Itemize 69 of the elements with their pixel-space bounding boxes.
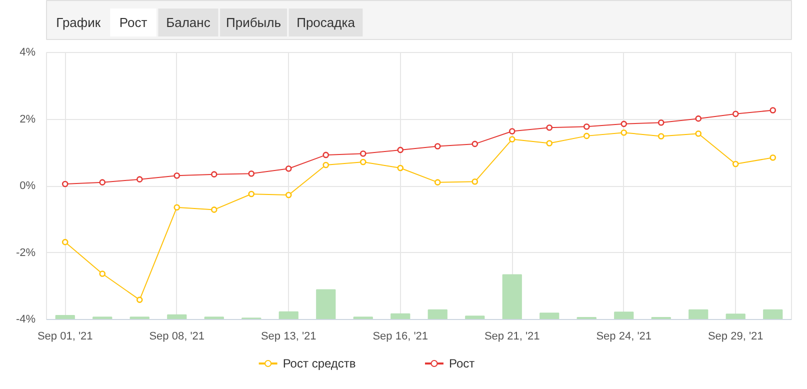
bar bbox=[540, 312, 560, 320]
point bbox=[248, 170, 255, 177]
x-tick-label: Sep 13, '21 bbox=[260, 330, 316, 342]
point bbox=[210, 171, 218, 178]
point bbox=[658, 133, 664, 140]
point bbox=[732, 160, 739, 168]
point bbox=[732, 110, 739, 118]
text: Просадка bbox=[296, 15, 356, 30]
point bbox=[695, 115, 702, 122]
legend-label: Рост средств bbox=[282, 356, 356, 370]
bar bbox=[465, 316, 485, 320]
point bbox=[62, 180, 68, 188]
point bbox=[546, 124, 553, 131]
point bbox=[322, 162, 330, 168]
point bbox=[770, 107, 776, 114]
point bbox=[770, 154, 776, 161]
y-tick-label: -4% bbox=[16, 314, 36, 326]
point bbox=[546, 140, 553, 146]
point bbox=[658, 119, 664, 126]
point bbox=[472, 140, 478, 148]
point bbox=[397, 164, 404, 172]
x-tick-label: Sep 01, '21 bbox=[37, 330, 93, 342]
bar bbox=[502, 274, 522, 320]
point bbox=[620, 120, 628, 128]
point bbox=[62, 238, 68, 246]
bar bbox=[763, 309, 783, 320]
bar bbox=[316, 289, 336, 320]
point bbox=[210, 206, 218, 213]
point bbox=[360, 150, 366, 157]
text: Прибыль bbox=[226, 15, 282, 30]
bar bbox=[688, 309, 708, 320]
bar bbox=[726, 314, 746, 320]
point bbox=[136, 176, 143, 182]
x-tick-label: Sep 16, '21 bbox=[372, 330, 428, 342]
point bbox=[322, 152, 330, 158]
point bbox=[583, 123, 590, 130]
point bbox=[695, 130, 702, 137]
x-tick-label: Sep 29, '21 bbox=[708, 330, 764, 342]
bar bbox=[428, 309, 448, 320]
point bbox=[285, 192, 292, 198]
x-tick-label: Sep 21, '21 bbox=[484, 330, 540, 342]
point bbox=[174, 172, 180, 179]
point bbox=[360, 158, 366, 166]
point bbox=[99, 270, 106, 277]
y-tick-label: 2% bbox=[20, 113, 36, 126]
point bbox=[620, 129, 628, 136]
point bbox=[434, 143, 441, 150]
point bbox=[583, 132, 590, 140]
point bbox=[397, 146, 404, 154]
point bbox=[434, 179, 441, 186]
y-tick-label: 0% bbox=[20, 180, 36, 192]
y-tick-label: -2% bbox=[16, 246, 36, 259]
text: График bbox=[56, 15, 101, 30]
x-tick-label: Sep 08, '21 bbox=[149, 330, 205, 342]
text: Рост bbox=[119, 15, 148, 30]
bar bbox=[278, 311, 298, 320]
point bbox=[248, 190, 255, 198]
point bbox=[285, 166, 292, 172]
point bbox=[508, 128, 516, 134]
point bbox=[508, 136, 516, 142]
x-tick-label: Sep 24, '21 bbox=[596, 330, 652, 342]
point bbox=[99, 179, 106, 186]
bar bbox=[614, 312, 634, 320]
y-tick-label: 4% bbox=[20, 46, 36, 58]
legend-label: Рост bbox=[449, 356, 476, 370]
point bbox=[174, 204, 180, 211]
point bbox=[136, 296, 143, 303]
text: Баланс bbox=[166, 15, 211, 30]
point bbox=[472, 178, 478, 185]
